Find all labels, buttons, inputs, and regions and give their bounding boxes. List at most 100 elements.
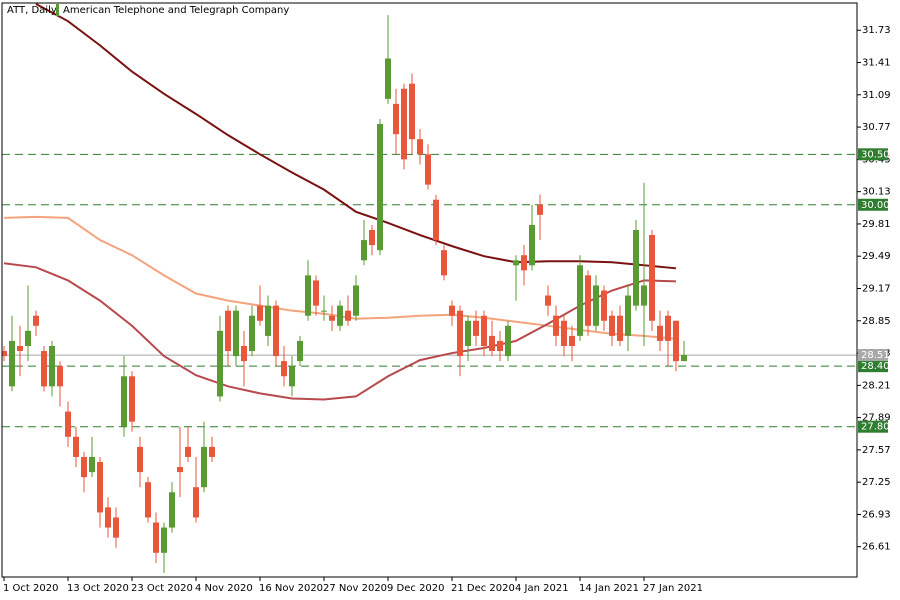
y-tick-label: 26.93 xyxy=(862,509,891,520)
candle-body xyxy=(521,255,527,271)
candle-body xyxy=(681,355,687,362)
frame xyxy=(1,2,858,578)
candle-body xyxy=(113,517,119,538)
y-tick-label: 27.89 xyxy=(862,413,891,424)
candle-body xyxy=(129,376,135,422)
candle-body xyxy=(185,446,191,457)
candle-body xyxy=(81,456,87,478)
candle-body xyxy=(673,320,679,362)
candle-body xyxy=(657,325,663,341)
x-tick-label: 4 Nov 2020 xyxy=(195,583,253,594)
candle-body xyxy=(297,340,303,362)
candle-body xyxy=(337,305,343,326)
candle-body xyxy=(417,139,423,155)
x-tick-label: 13 Oct 2020 xyxy=(67,583,129,594)
y-tick-label: 30.13 xyxy=(862,187,891,198)
candle-body xyxy=(105,507,111,528)
candle-body xyxy=(625,295,631,336)
y-tick-label: 29.81 xyxy=(862,219,891,230)
candle-body xyxy=(449,305,455,316)
x-tick-label: 27 Nov 2020 xyxy=(323,583,387,594)
candle-body xyxy=(441,250,447,276)
level-label: 28.40 xyxy=(861,361,890,372)
title-icon xyxy=(56,4,59,16)
candle-body xyxy=(273,305,279,357)
x-tick-label: 27 Jan 2021 xyxy=(643,583,703,594)
x-tick-label: 1 Oct 2020 xyxy=(3,583,58,594)
level-label: 30.50 xyxy=(861,149,890,160)
candle-body xyxy=(169,492,175,528)
candle-body xyxy=(193,487,199,518)
candle-body xyxy=(17,345,23,352)
candle-body xyxy=(137,446,143,473)
candle-body xyxy=(393,103,399,135)
candle-body xyxy=(497,340,503,352)
candle-body xyxy=(57,366,63,387)
candle-body xyxy=(265,305,271,336)
candle-body xyxy=(9,340,15,387)
x-tick-label: 23 Oct 2020 xyxy=(131,583,193,594)
candle-body xyxy=(481,315,487,346)
candle-body xyxy=(409,83,415,140)
candle-body xyxy=(249,315,255,352)
candle-body xyxy=(345,310,351,321)
level-label-box xyxy=(858,148,888,161)
candle-body xyxy=(153,522,159,553)
y-tick-label: 27.57 xyxy=(862,445,891,456)
candle-body xyxy=(553,315,559,336)
y-tick-label: 30.77 xyxy=(862,122,891,133)
candle-body xyxy=(609,315,615,336)
x-tick-label: 4 Jan 2021 xyxy=(515,583,569,594)
candle-body xyxy=(513,260,519,266)
candle-body xyxy=(233,310,239,357)
axes: 26.6126.9327.2527.5727.8928.2128.5328.85… xyxy=(3,25,891,594)
y-tick-label: 29.49 xyxy=(862,251,891,262)
moving-average xyxy=(3,262,677,401)
candle-body xyxy=(25,330,31,346)
y-tick-label: 26.61 xyxy=(862,542,891,553)
x-tick-label: 21 Dec 2020 xyxy=(451,583,515,594)
candle-body xyxy=(161,527,167,553)
level-label-box xyxy=(858,420,888,433)
candle-body xyxy=(289,366,295,387)
candle-body xyxy=(33,315,39,326)
candle-body xyxy=(633,229,639,306)
moving-average xyxy=(35,3,677,270)
price-label-box xyxy=(858,349,888,362)
x-tick-label: 16 Nov 2020 xyxy=(259,583,323,594)
candle-body xyxy=(377,124,383,251)
candle-body xyxy=(665,315,671,341)
candle-body xyxy=(561,320,567,346)
candle-body xyxy=(257,305,263,321)
candle-body xyxy=(361,240,367,261)
candle-body xyxy=(473,320,479,336)
chart-title: ATT, Daily xyxy=(7,5,57,16)
candle-body xyxy=(321,310,327,312)
candle-body xyxy=(97,461,103,513)
candle-body xyxy=(649,235,655,321)
candle-body xyxy=(641,285,647,306)
candle-body xyxy=(505,325,511,357)
candle-body xyxy=(457,310,463,357)
level-label-box xyxy=(858,198,888,211)
y-tick-label: 31.41 xyxy=(862,58,891,69)
plot-area xyxy=(2,3,857,573)
candle-body xyxy=(585,275,591,326)
candle-body xyxy=(329,315,335,321)
candle-body xyxy=(489,335,495,352)
candle-body xyxy=(2,351,7,357)
candle-body xyxy=(529,224,535,266)
candle-body xyxy=(313,280,319,306)
candle-body xyxy=(145,482,151,518)
candle-body xyxy=(241,345,247,362)
candle-body xyxy=(201,446,207,488)
y-tick-label: 31.73 xyxy=(862,25,891,36)
candle-body xyxy=(385,58,391,99)
candle-body xyxy=(305,275,311,316)
y-tick-label: 31.09 xyxy=(862,90,891,101)
candle-body xyxy=(433,199,439,241)
candle-body xyxy=(353,285,359,316)
